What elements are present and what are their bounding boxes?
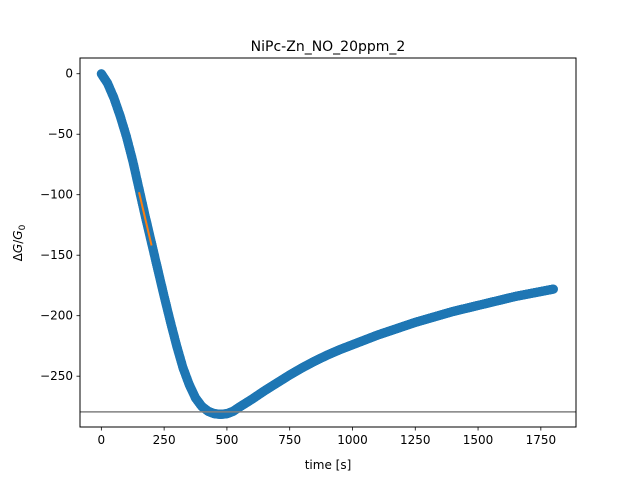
- chart-title: NiPc-Zn_NO_20ppm_2: [251, 39, 406, 55]
- y-axis-label-g: G: [11, 244, 25, 253]
- y-axis-label: ΔG/G0: [11, 224, 28, 261]
- y-axis-ticks: 0 −50 −100 −150 −200 −250: [40, 67, 80, 383]
- plot-content: [80, 69, 576, 419]
- fit-line: [138, 192, 153, 246]
- y-axis-label-slash: /: [11, 239, 25, 244]
- x-tick-label: 0: [98, 433, 106, 447]
- y-axis-label-g0: G: [11, 230, 25, 239]
- y-axis-label-delta: Δ: [11, 252, 25, 261]
- plot-frame: [79, 57, 577, 428]
- y-tick-label: −100: [40, 188, 73, 202]
- x-tick-label: 1250: [400, 433, 431, 447]
- y-tick-label: −50: [48, 127, 73, 141]
- plot-area: [80, 69, 576, 419]
- data-point: [548, 284, 558, 294]
- y-tick-label: −150: [40, 248, 73, 262]
- x-axis-label: time [s]: [305, 458, 352, 472]
- y-tick-label: −200: [40, 309, 73, 323]
- x-tick-label: 1500: [463, 433, 494, 447]
- x-tick-label: 750: [278, 433, 301, 447]
- y-tick-label: 0: [65, 67, 73, 81]
- x-tick-label: 500: [215, 433, 238, 447]
- x-axis-ticks: 0 250 500 750 1000 1250 1500 1750: [98, 427, 557, 447]
- x-tick-label: 1750: [526, 433, 557, 447]
- x-tick-label: 250: [153, 433, 176, 447]
- y-axis-label-subscript: 0: [18, 224, 28, 230]
- x-tick-label: 1000: [337, 433, 368, 447]
- y-tick-label: −250: [40, 369, 73, 383]
